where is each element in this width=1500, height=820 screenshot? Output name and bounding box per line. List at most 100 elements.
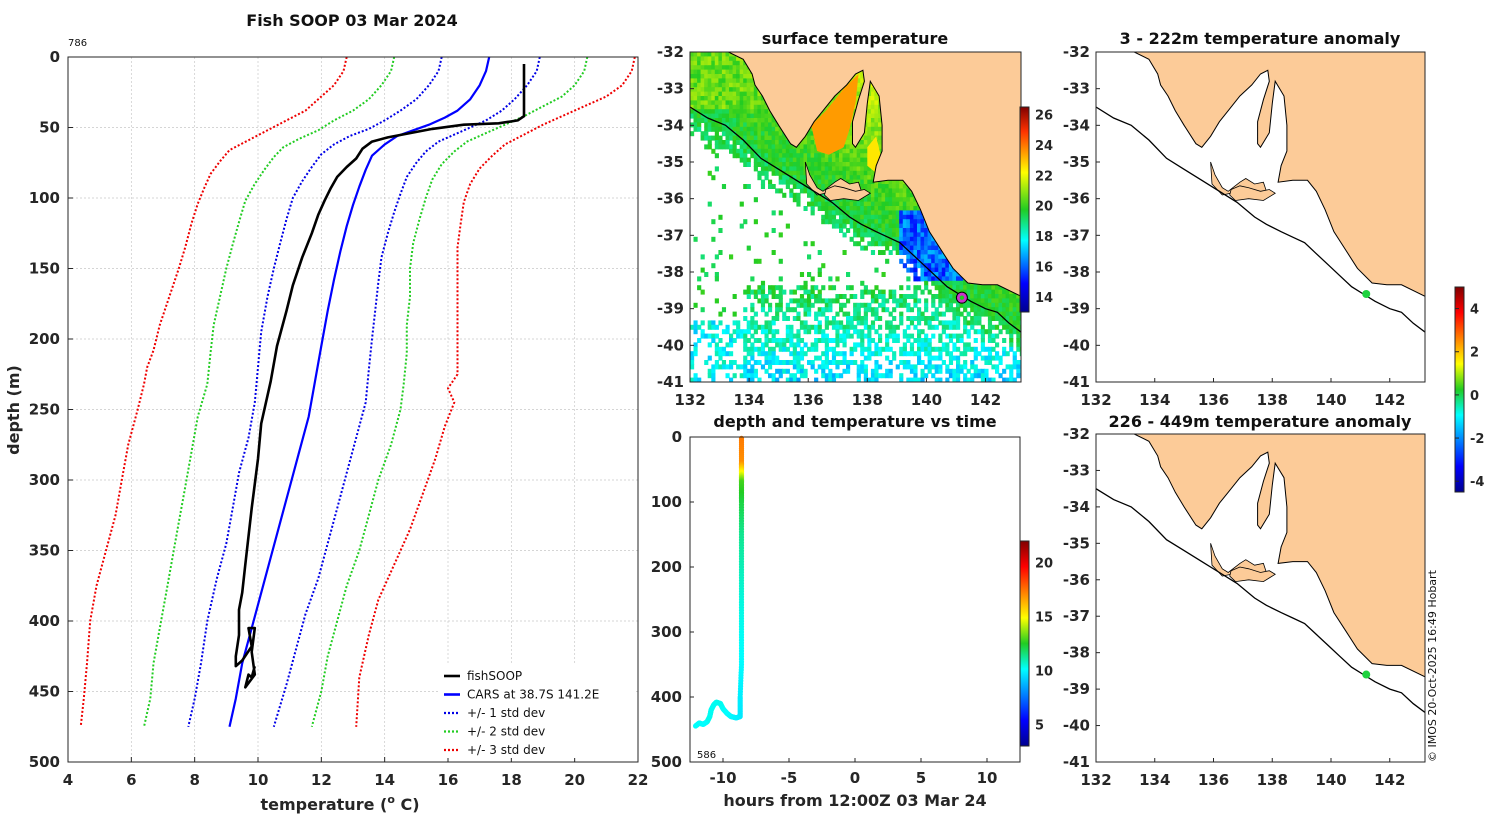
sst-cell (934, 258, 939, 264)
sst-cell (902, 214, 907, 220)
sst-cell (888, 320, 893, 326)
sst-cell (771, 144, 776, 150)
sst-cell (948, 272, 954, 277)
sst-cell (796, 285, 801, 291)
sst-cell (913, 289, 918, 295)
sst-cell (980, 373, 985, 379)
sst-cell (739, 118, 744, 123)
sst-cell (807, 201, 812, 207)
sst-cell (693, 87, 698, 93)
sst-cell (924, 298, 929, 304)
sst-cell (917, 360, 922, 365)
sst-cell (895, 201, 900, 207)
sst-cell (725, 74, 730, 79)
sst-cell (743, 360, 748, 365)
sst-cell (764, 298, 769, 304)
sst-cell (1009, 377, 1014, 382)
y-tick-label: 500 (29, 753, 60, 771)
sst-cell (725, 122, 730, 128)
sst-cell (711, 104, 716, 110)
sst-cell (863, 285, 868, 291)
sst-cell (835, 276, 840, 282)
sst-cell (902, 263, 907, 269)
sst-cell (931, 373, 936, 379)
sst-cell (732, 96, 737, 101)
sst-cell (888, 236, 893, 242)
sst-cell (963, 342, 968, 348)
sst-cell (892, 206, 897, 211)
sst-cell (804, 382, 808, 387)
sst-cell (792, 355, 797, 361)
sst-cell (853, 232, 858, 238)
sst-cell (892, 298, 897, 304)
sst-cell (711, 109, 716, 115)
sst-cell (821, 360, 826, 365)
sst-cell (729, 135, 734, 141)
sst-cell (697, 104, 702, 110)
sst-cell (870, 223, 876, 229)
sst-cell (697, 74, 702, 79)
sst-cell (885, 355, 890, 361)
sst-cell (782, 166, 787, 172)
sst-cell (729, 109, 734, 115)
sst-cell (842, 302, 847, 308)
sst-cell (973, 338, 978, 343)
sst-cell (711, 236, 716, 242)
sst-cell (736, 364, 741, 370)
sst-cell (839, 338, 844, 343)
sst-cell (896, 382, 900, 387)
sst-cell (977, 298, 982, 304)
sst-cell (860, 351, 865, 357)
sst-cell (743, 368, 748, 374)
sst-cell (870, 368, 876, 374)
sst-cell (707, 140, 712, 145)
sst-cell (764, 333, 769, 339)
sst-cell (693, 351, 698, 357)
sst-cell (796, 166, 801, 172)
sst-cell (831, 223, 837, 229)
sst-cell (785, 316, 790, 321)
sst-cell (860, 364, 865, 370)
sst-cell (952, 276, 957, 282)
sst-cell (966, 377, 971, 382)
sst-cell (824, 373, 829, 379)
sst-cell (799, 355, 805, 361)
sst-cell (948, 355, 954, 361)
sst-cell (959, 311, 964, 317)
sst-cell (885, 192, 890, 198)
sst-cell (888, 241, 893, 247)
sst-cell (941, 329, 946, 335)
sst-cell (814, 324, 819, 330)
sst-cell (839, 201, 844, 207)
sst-cell (729, 342, 734, 348)
sst-cell (768, 179, 773, 185)
sst-cell (906, 232, 911, 238)
sst-cell (753, 148, 758, 154)
sst-cell (853, 162, 858, 167)
sst-cell (835, 219, 840, 225)
sst-cell (736, 56, 741, 62)
sst-cell (764, 122, 769, 128)
sst-cell (863, 157, 868, 163)
sst-cell (768, 382, 772, 387)
sst-cell (711, 87, 716, 93)
sst-cell (966, 346, 971, 352)
sst-cell (895, 333, 900, 339)
sst-cell (938, 311, 943, 317)
sst-cell (729, 364, 734, 370)
sst-cell (995, 311, 1000, 317)
sst-cell (991, 316, 996, 321)
sst-cell (906, 333, 911, 339)
sst-cell (803, 179, 808, 185)
sst-cell (934, 272, 939, 277)
sst-cell (846, 210, 851, 216)
sst-cell (867, 302, 872, 308)
sst-cell (778, 294, 783, 299)
sst-cell (792, 307, 797, 313)
sst-cell (828, 175, 833, 181)
sst-cell (878, 289, 883, 295)
sst-cell (764, 113, 769, 119)
sst-cell (892, 184, 897, 189)
sst-cell (1012, 360, 1017, 365)
sst-cell (782, 179, 787, 185)
